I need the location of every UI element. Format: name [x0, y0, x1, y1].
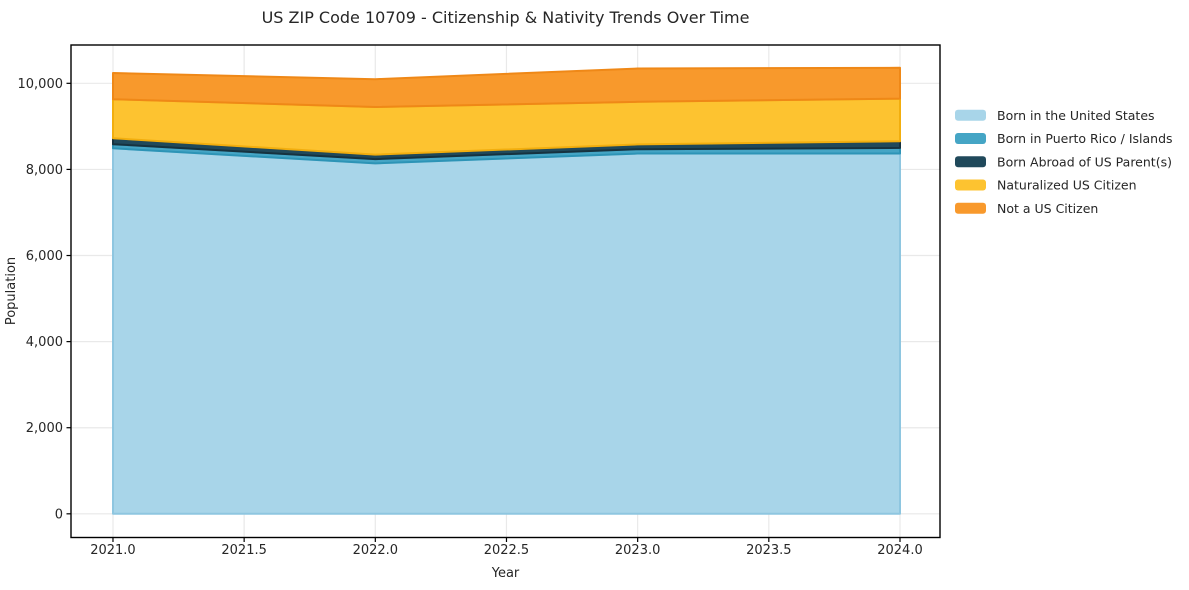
x-tick-label: 2023.0 [615, 543, 661, 558]
legend-swatch [955, 156, 986, 168]
area-layer [112, 66, 901, 515]
x-tick-label: 2024.0 [877, 543, 923, 558]
legend-label: Born in Puerto Rico / Islands [997, 131, 1173, 146]
legend-item: Naturalized US Citizen [955, 178, 1137, 193]
x-axis-label: Year [491, 566, 520, 581]
legend-swatch [955, 109, 986, 121]
area-band-born-in-the-united-states [112, 147, 901, 515]
y-tick-label: 6,000 [26, 249, 63, 264]
legend-item: Born Abroad of US Parent(s) [955, 154, 1172, 169]
y-tick-label: 10,000 [18, 77, 64, 92]
legend-item: Not a US Citizen [955, 201, 1098, 216]
legend-swatch [955, 133, 986, 145]
legend: Born in the United States Born in Puerto … [955, 108, 1173, 216]
legend-label: Not a US Citizen [997, 201, 1098, 216]
x-tick-label: 2021.0 [90, 543, 136, 558]
x-tick-label: 2023.5 [746, 543, 792, 558]
frame-layer [70, 44, 941, 539]
x-tick-label: 2022.5 [484, 543, 530, 558]
legend-label: Born in the United States [997, 108, 1155, 123]
legend-item: Born in Puerto Rico / Islands [955, 131, 1173, 146]
legend-swatch [955, 202, 986, 214]
y-tick-label: 2,000 [26, 421, 63, 436]
plot-border [70, 44, 941, 539]
tick-layer: 2021.0 2021.5 2022.0 2022.5 2023.0 2023.5 2024… [18, 77, 923, 558]
x-tick-label: 2022.0 [353, 543, 399, 558]
y-axis-label: Population [4, 257, 19, 325]
y-tick-label: 4,000 [26, 335, 63, 350]
legend-item: Born in the United States [955, 108, 1155, 123]
chart-title: US ZIP Code 10709 - Citizenship & Nativi… [262, 8, 750, 27]
legend-label: Naturalized US Citizen [997, 178, 1137, 193]
legend-label: Born Abroad of US Parent(s) [997, 154, 1172, 169]
x-tick-label: 2021.5 [221, 543, 267, 558]
legend-swatch [955, 179, 986, 191]
y-tick-label: 8,000 [26, 163, 63, 178]
y-tick-label: 0 [55, 507, 63, 522]
area-band-not-a-us-citizen [112, 66, 901, 108]
